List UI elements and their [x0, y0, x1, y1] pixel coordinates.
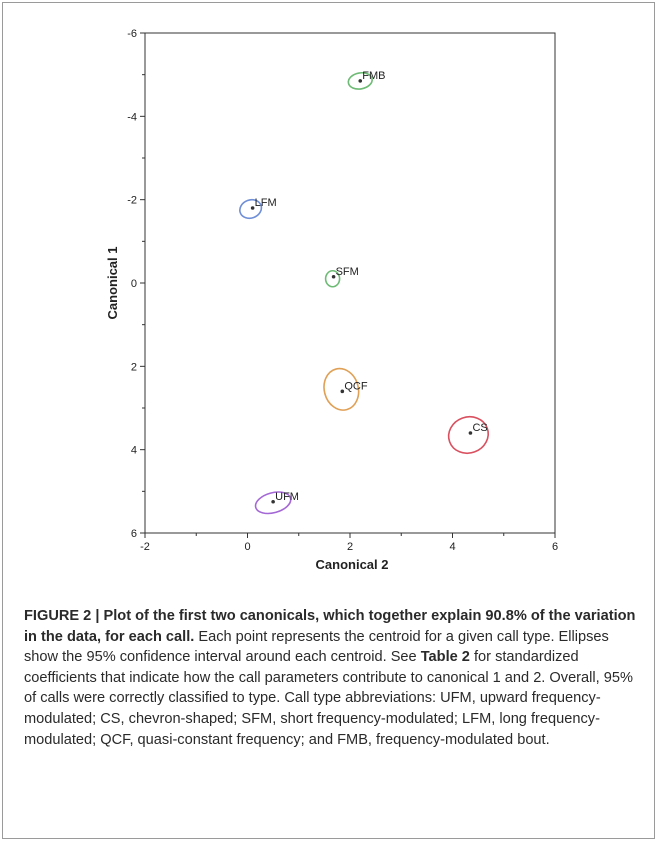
y-tick-label: -4 [127, 111, 137, 123]
centroid-point-lfm [250, 206, 255, 210]
confidence-ellipse-fmb [347, 71, 373, 90]
x-tick-label: 4 [449, 541, 455, 553]
y-tick-label: 4 [131, 445, 137, 457]
caption-table-ref: Table 2 [420, 649, 470, 666]
confidence-ellipse-sfm [324, 269, 341, 288]
confidence-ellipses [239, 71, 490, 515]
centroid-point-ufm [271, 499, 275, 504]
centroid-point-sfm [331, 274, 336, 279]
x-tick-label: 6 [552, 541, 558, 553]
centroid-label-cs: CS [472, 422, 487, 434]
y-tick-label: -2 [127, 195, 137, 207]
confidence-ellipse-lfm [239, 198, 263, 220]
centroid-point-cs [468, 431, 473, 435]
centroid-point-fmb [358, 79, 363, 83]
caption-title: FIGURE 2 | Plot of the first two canonic… [24, 608, 636, 645]
y-tick-label: 0 [131, 278, 137, 290]
y-tick-label: 6 [131, 528, 137, 540]
y-tick-label: 2 [131, 361, 137, 373]
centroid-label-fmb: FMB [362, 70, 385, 82]
centroid-label-qcf: QCF [344, 380, 368, 392]
plot-axes [144, 32, 556, 534]
centroid-label-ufm: UFM [275, 491, 299, 503]
centroid-points: FMB LFM SFM QCF CS UFM [250, 70, 488, 504]
caption-text-part1: Each point represents the centroid for a… [24, 628, 609, 666]
centroid-point-qcf [340, 389, 345, 394]
x-tick-label: 2 [347, 541, 353, 553]
centroid-label-sfm: SFM [336, 266, 359, 278]
confidence-ellipse-cs [447, 415, 490, 455]
centroid-label-lfm: LFM [255, 197, 277, 209]
confidence-ellipse-qcf [323, 367, 360, 411]
y-axis-label: Canonical 1 [105, 247, 120, 320]
confidence-ellipse-ufm [254, 491, 292, 515]
figure-caption: FIGURE 2 | Plot of the first two canonic… [24, 606, 644, 750]
axis-ticks: -2 0 2 4 6 -6 -4 -2 0 2 4 6 [127, 28, 558, 553]
x-tick-label: 0 [244, 541, 250, 553]
y-tick-label: -6 [127, 28, 137, 40]
canonical-scatter-plot: -2 0 2 4 6 -6 -4 -2 0 2 4 6 FMB LFM SFM QCF CS UFM Canon… [105, 28, 558, 572]
x-axis-label: Canonical 2 [316, 557, 389, 572]
caption-text-part2: for standardized coefficients that indic… [24, 649, 633, 748]
plot-area-border [144, 32, 556, 534]
x-tick-label: -2 [140, 541, 150, 553]
